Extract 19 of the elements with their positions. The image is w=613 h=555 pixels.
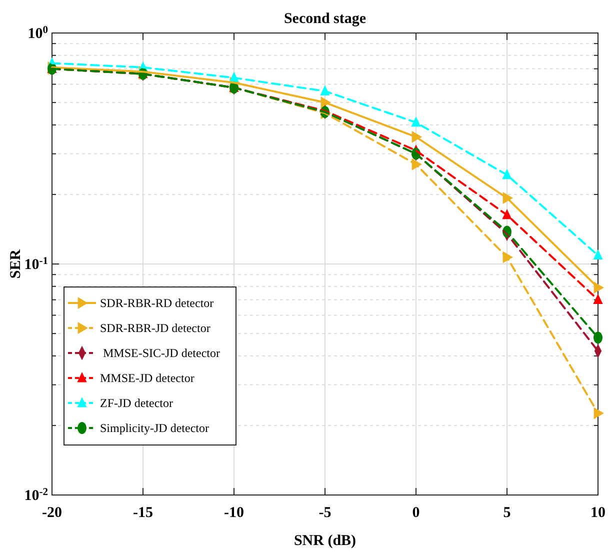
x-tick-label: -5: [318, 505, 332, 521]
legend-label: ZF-JD detector: [100, 396, 173, 410]
chart-title: Second stage: [284, 11, 366, 27]
legend-label: MMSE-JD detector: [100, 371, 194, 385]
legend-label: MMSE-SIC-JD detector: [100, 346, 220, 360]
y-tick-label: 10$^{0}$: [28, 24, 48, 42]
legend-label: SDR-RBR-JD detector: [100, 321, 210, 335]
y-tick-label: 10$^{-1}$: [24, 256, 48, 273]
y-tick-label: 10$^{-2}$: [24, 486, 48, 504]
y-axis-title: SER: [8, 249, 24, 279]
x-tick-label: -20: [42, 505, 62, 521]
legend-label: Simplicity-JD detector: [100, 421, 209, 435]
x-tick-label: 0: [412, 505, 420, 521]
legend-label: SDR-RBR-RD detector: [100, 296, 214, 310]
x-axis-title: SNR (dB): [294, 533, 356, 549]
x-tick-label: 10: [590, 505, 606, 521]
x-tick-label: -10: [224, 505, 244, 521]
x-tick-label: 5: [503, 505, 511, 521]
x-tick-label: -15: [133, 505, 153, 521]
